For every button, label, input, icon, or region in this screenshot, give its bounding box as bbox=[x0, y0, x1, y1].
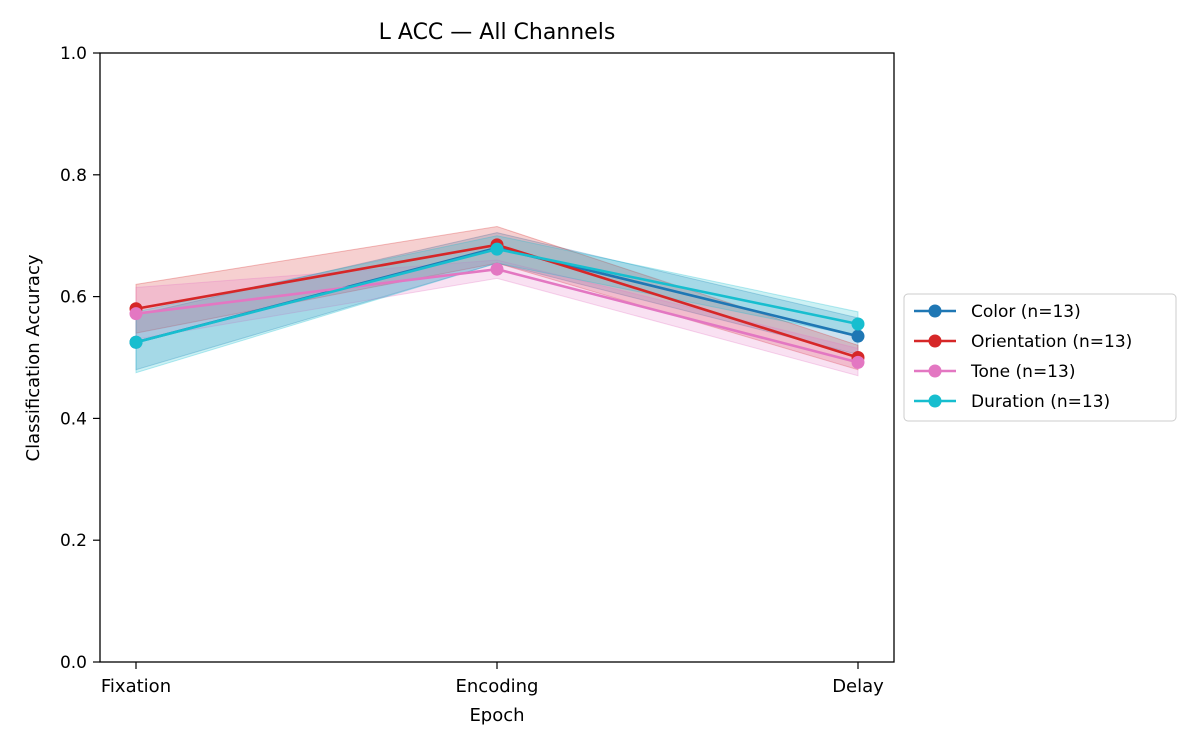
legend: Color (n=13) Orientation (n=13) Tone (n=13… bbox=[903, 293, 1177, 422]
data-point bbox=[851, 317, 865, 331]
data-point bbox=[490, 242, 504, 256]
y-tick-label: 1.0 bbox=[60, 44, 87, 64]
y-tick-label: 0.0 bbox=[60, 653, 87, 673]
legend-marker bbox=[928, 334, 942, 348]
y-tick-label: 0.4 bbox=[60, 409, 87, 429]
data-point bbox=[851, 329, 865, 343]
data-point bbox=[490, 262, 504, 276]
y-tick-label: 0.2 bbox=[60, 531, 87, 551]
x-tick-label: Encoding bbox=[456, 676, 539, 697]
series-lines bbox=[129, 238, 865, 369]
chart-title: L ACC — All Channels bbox=[379, 20, 616, 45]
data-point bbox=[129, 335, 143, 349]
x-axis-label: Epoch bbox=[469, 705, 524, 726]
x-axis: Fixation Encoding Delay bbox=[101, 662, 884, 697]
legend-label: Color (n=13) bbox=[971, 302, 1081, 322]
plot-frame bbox=[99, 52, 895, 663]
legend-marker bbox=[928, 394, 942, 408]
y-tick-label: 0.6 bbox=[60, 288, 87, 308]
legend-label: Duration (n=13) bbox=[971, 392, 1110, 412]
data-point bbox=[851, 355, 865, 369]
legend-frame bbox=[903, 293, 1177, 422]
data-point bbox=[129, 307, 143, 321]
y-tick-label: 0.8 bbox=[60, 166, 87, 186]
legend-label: Orientation (n=13) bbox=[971, 332, 1132, 352]
x-tick-label: Fixation bbox=[101, 676, 171, 697]
y-axis: 0.0 0.2 0.4 0.6 0.8 1.0 bbox=[60, 44, 100, 673]
y-axis-label: Classification Accuracy bbox=[23, 254, 44, 461]
legend-marker bbox=[928, 364, 942, 378]
legend-label: Tone (n=13) bbox=[970, 362, 1075, 382]
error-band-series-1 bbox=[135, 226, 859, 371]
legend-marker bbox=[928, 304, 942, 318]
x-tick-label: Delay bbox=[832, 676, 884, 697]
error-band-series-3 bbox=[135, 235, 859, 374]
